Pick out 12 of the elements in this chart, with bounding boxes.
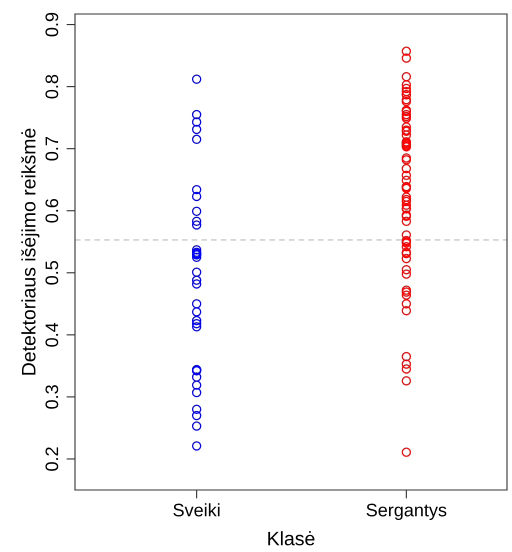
y-tick-label: 0.6 xyxy=(45,198,58,223)
y-tick-label: 0.7 xyxy=(45,137,58,161)
y-tick-label: 0.3 xyxy=(45,385,58,409)
x-axis-title: Klasė xyxy=(268,531,314,546)
y-tick-label: 0.8 xyxy=(45,74,58,98)
x-tick-label: Sveiki xyxy=(173,503,220,516)
y-tick-label: 0.2 xyxy=(45,447,58,471)
y-tick-label: 0.9 xyxy=(45,12,58,36)
y-axis-title: Detektoriaus išėjimo reikšmė xyxy=(21,128,40,375)
y-tick-label: 0.5 xyxy=(45,260,58,285)
x-tick-label: Sergantys xyxy=(366,504,446,520)
y-tick-label: 0.4 xyxy=(45,322,58,347)
